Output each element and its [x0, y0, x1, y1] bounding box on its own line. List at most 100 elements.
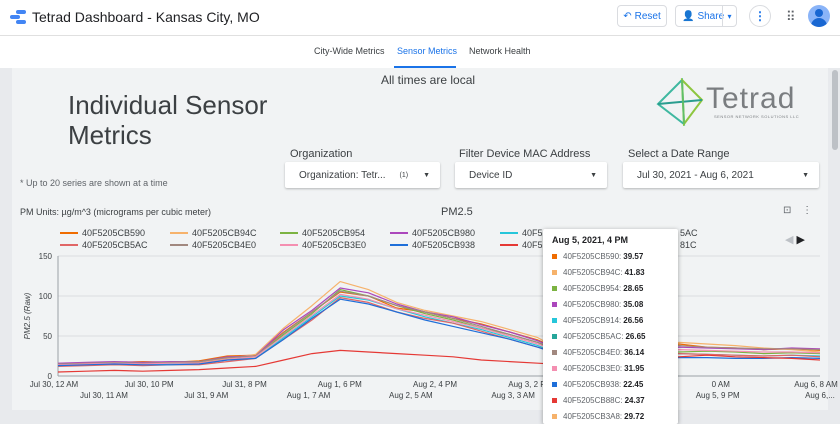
share-button[interactable]: 👤 Share ▾	[675, 5, 737, 27]
x-tick-label: Aug 2, 4 PM	[413, 380, 457, 389]
date-range-label: Select a Date Range	[628, 148, 730, 160]
tooltip-row: 40F5205CB3A8: 29.72	[543, 408, 678, 424]
tooltip-series-name: 40F5205CB3E0:	[563, 363, 623, 373]
more-vert-icon: ⋮	[754, 9, 766, 23]
legend-swatch	[60, 244, 78, 246]
legend-item[interactable]: 40F5205CB938	[390, 240, 475, 250]
chart-export-icon[interactable]: ⊡	[783, 205, 792, 216]
series-line	[57, 293, 821, 366]
legend-swatch	[500, 232, 518, 234]
legend-item[interactable]: 40F5205CB94C	[170, 228, 257, 238]
tooltip-row: 40F5205CB980: 35.08	[543, 296, 678, 312]
apps-grid-icon[interactable]: ⠿	[786, 9, 796, 24]
legend-swatch	[170, 232, 188, 234]
legend-label: 40F5205CB938	[412, 240, 476, 250]
legend-item[interactable]: 40F5205CB954	[280, 228, 365, 238]
legend-prev-icon[interactable]: ◀	[785, 234, 794, 246]
legend-swatch	[60, 232, 78, 234]
x-tick-label: Aug 1, 6 PM	[318, 380, 362, 389]
tooltip-series-name: 40F5205CB4E0:	[563, 347, 623, 357]
chart-menu-icon[interactable]: ⋮	[802, 205, 813, 216]
tooltip-series-value: 39.57	[623, 251, 644, 261]
tooltip-swatch	[552, 269, 557, 275]
x-tick-label: Jul 30, 10 PM	[125, 380, 174, 389]
vertical-scrollbar[interactable]	[832, 70, 838, 150]
tab-city-wide-metrics[interactable]: City-Wide Metrics	[314, 46, 385, 56]
tooltip-series-value: 31.95	[624, 363, 645, 373]
tooltip-swatch	[552, 365, 557, 371]
x-tick-label: Aug 3, 3 AM	[491, 391, 535, 400]
tooltip-header: Aug 5, 2021, 4 PM	[552, 235, 629, 245]
y-tick-label: 150	[39, 252, 53, 261]
tooltip-series-name: 40F5205CB88C:	[563, 395, 623, 405]
reset-button[interactable]: ↶ Reset	[617, 5, 667, 27]
legend-item[interactable]: 40F5205CB5AC	[60, 240, 148, 250]
avatar-head	[815, 9, 823, 17]
legend-next-icon[interactable]: ▶	[796, 234, 805, 246]
pm-units-note: PM Units: µg/m^3 (micrograms per cubic m…	[20, 207, 211, 217]
organization-select[interactable]: Organization: Tetr... (1) ▼	[285, 162, 440, 188]
tetrad-brand: Tetrad SENSOR NETWORK SOLUTIONS LLC	[654, 78, 822, 126]
tooltip-swatch	[552, 317, 557, 323]
chart-tooltip: Aug 5, 2021, 4 PM 40F5205CB590: 39.57 40F5…	[543, 229, 678, 424]
y-tick-label: 50	[43, 332, 52, 341]
chevron-down-icon: ▼	[590, 171, 597, 179]
tooltip-swatch	[552, 349, 557, 355]
tab-network-health[interactable]: Network Health	[469, 46, 531, 56]
tooltip-swatch	[552, 381, 557, 387]
times-note: All times are local	[381, 73, 476, 87]
series-line	[57, 298, 821, 367]
tooltip-series-value: 41.83	[624, 267, 645, 277]
tooltip-swatch	[552, 285, 557, 291]
y-tick-label: 100	[39, 292, 53, 301]
legend-swatch	[280, 232, 298, 234]
tooltip-series-value: 22.45	[623, 379, 644, 389]
tooltip-series-name: 40F5205CB94C:	[563, 267, 623, 277]
legend-item[interactable]: 40F5205CB3E0	[280, 240, 366, 250]
chevron-down-icon: ▼	[423, 171, 430, 179]
legend-swatch	[390, 232, 408, 234]
series-line	[57, 287, 821, 364]
y-axis-label: PM2.5 (Raw)	[23, 292, 32, 339]
tab-sensor-metrics[interactable]: Sensor Metrics	[397, 46, 458, 56]
legend-item[interactable]: 40F5205CB4E0	[170, 240, 256, 250]
tooltip-series-name: 40F5205CB590:	[563, 251, 622, 261]
tooltip-row: 40F5205CB914: 26.56	[543, 312, 678, 328]
page-tabs: City-Wide Metrics Sensor Metrics Network…	[0, 36, 840, 68]
legend-swatch	[390, 244, 408, 246]
x-tick-label: 0 AM	[712, 380, 731, 389]
x-tick-label: Aug 5, 9 PM	[696, 391, 740, 400]
undo-icon: ↶	[623, 10, 632, 22]
tooltip-series-name: 40F5205CB914:	[563, 315, 622, 325]
series-line	[57, 291, 821, 365]
legend-item[interactable]: 40F5205CB590	[60, 228, 145, 238]
legend-swatch	[280, 244, 298, 246]
more-options-button[interactable]: ⋮	[749, 5, 771, 27]
legend-item[interactable]: 40F5205CB980	[390, 228, 475, 238]
date-range-picker[interactable]: Jul 30, 2021 - Aug 6, 2021 ▼	[623, 162, 819, 188]
tetrad-logo-icon	[656, 78, 704, 126]
mac-filter-label: Filter Device MAC Address	[459, 148, 591, 160]
tooltip-row: 40F5205CB938: 22.45	[543, 376, 678, 392]
share-menu-caret[interactable]: ▾	[722, 6, 736, 26]
x-tick-label: Jul 30, 12 AM	[30, 380, 79, 389]
tooltip-row: 40F5205CB94C: 41.83	[543, 264, 678, 280]
legend-swatch	[500, 244, 518, 246]
tooltip-row: 40F5205CB954: 28.65	[543, 280, 678, 296]
device-id-select[interactable]: Device ID ▼	[455, 162, 607, 188]
chart-actions: ⊡ ⋮	[783, 205, 812, 216]
tooltip-series-name: 40F5205CB5AC:	[563, 331, 624, 341]
tooltip-row: 40F5205CB3E0: 31.95	[543, 360, 678, 376]
tooltip-series-value: 28.65	[623, 283, 644, 293]
date-range-value: Jul 30, 2021 - Aug 6, 2021	[637, 169, 754, 181]
device-id-value: Device ID	[469, 169, 513, 181]
organization-value: Organization: Tetr...	[299, 169, 386, 181]
legend-swatch	[170, 244, 188, 246]
legend-label: 40F5205CB5AC	[82, 240, 148, 250]
tooltip-row: 40F5205CB5AC: 26.65	[543, 328, 678, 344]
pm25-line-chart[interactable]: 0 50 100 150 PM2.5 (Raw) Jul 30, 12 AM Jul 30,…	[0, 250, 840, 410]
add-person-icon: 👤	[682, 10, 695, 22]
y-tick-label: 0	[48, 372, 53, 381]
x-tick-label: Aug 1, 7 AM	[287, 391, 331, 400]
avatar[interactable]	[808, 5, 830, 27]
